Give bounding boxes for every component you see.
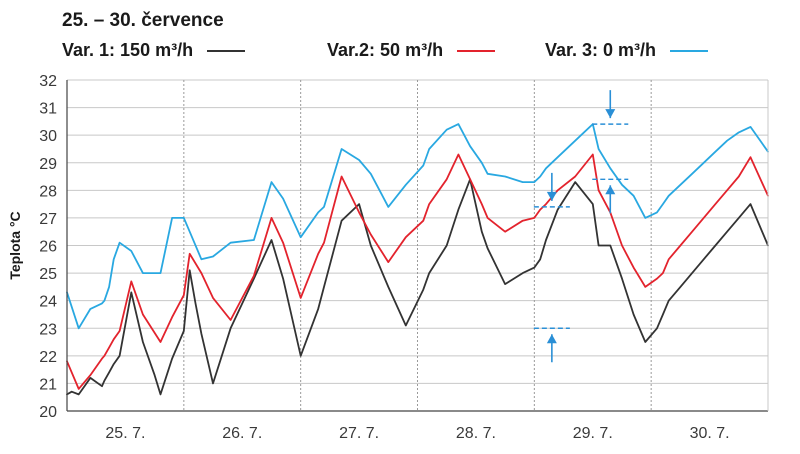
series-group <box>66 123 769 396</box>
x-tick-label: 25. 7. <box>105 425 145 442</box>
series-line-2 <box>66 153 769 390</box>
x-tick-label: 26. 7. <box>222 425 262 442</box>
series-line-1 <box>66 178 769 396</box>
y-tick-label: 28 <box>39 183 57 200</box>
y-tick-label: 25 <box>39 266 57 283</box>
y-tick-label: 23 <box>39 321 57 338</box>
y-tick-label: 30 <box>39 128 57 145</box>
y-tick-label: 27 <box>39 211 57 228</box>
axes: 20 21 22 23 24 25 26 27 28 29 30 31 32 25. 7. 26. 7. 27… <box>7 73 769 442</box>
y-tick-label: 21 <box>39 376 57 393</box>
series-line-3 <box>66 123 769 330</box>
annotation-arrow-head <box>605 185 616 195</box>
legend-label-var1: Var. 1: 150 m³/h <box>62 40 194 60</box>
y-tick-label: 24 <box>39 294 57 311</box>
legend-item-var1: Var. 1: 150 m³/h <box>62 40 246 61</box>
legend-label-var3: Var. 3: 0 m³/h <box>545 40 657 60</box>
legend-label-var2: Var.2: 50 m³/h <box>327 40 444 60</box>
annotation-arrow-head <box>546 334 557 344</box>
y-axis-label: Teplota °C <box>7 211 23 279</box>
y-tick-label: 20 <box>39 404 57 421</box>
y-tick-label: 29 <box>39 156 57 173</box>
grid <box>67 79 768 412</box>
y-tick-label: 26 <box>39 239 57 256</box>
x-tick-label: 30. 7. <box>690 425 730 442</box>
legend-item-var2: Var.2: 50 m³/h <box>327 40 496 61</box>
chart-title: 25. – 30. července <box>62 10 224 31</box>
x-tick-label: 28. 7. <box>456 425 496 442</box>
annotations <box>533 90 629 363</box>
x-tick-label: 27. 7. <box>339 425 379 442</box>
y-tick-label: 22 <box>39 349 57 366</box>
legend-line-var3 <box>670 49 709 52</box>
annotation-arrow-head <box>546 191 557 201</box>
legend-line-var1 <box>207 49 246 52</box>
y-tick-label: 31 <box>39 101 57 118</box>
y-tick-label: 32 <box>39 73 57 90</box>
legend-item-var3: Var. 3: 0 m³/h <box>545 40 709 61</box>
x-tick-label: 29. 7. <box>573 425 613 442</box>
legend-line-var2 <box>457 49 496 52</box>
annotation-arrow-head <box>605 109 616 119</box>
